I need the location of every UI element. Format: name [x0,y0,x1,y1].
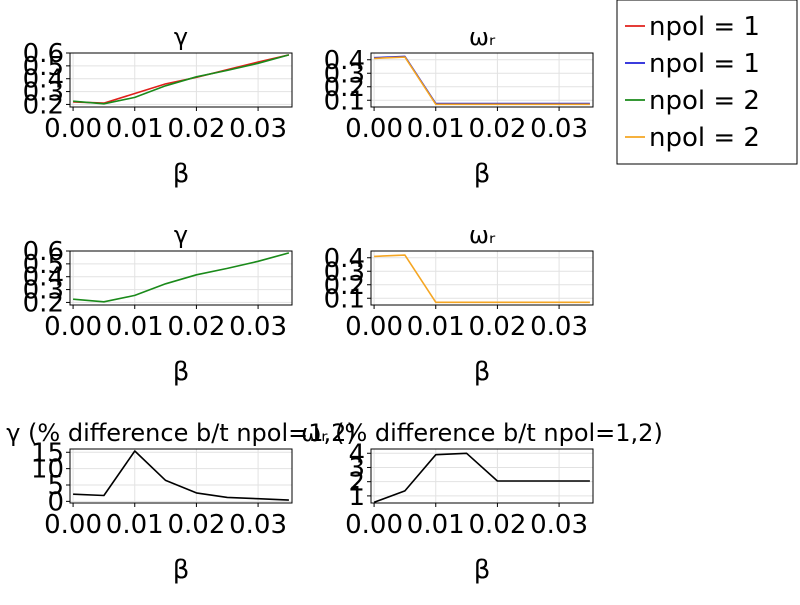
panel-title: ωᵣ [469,23,496,51]
series-line-npol=2-2 [73,54,290,105]
x-tick-label: 0.01 [407,312,465,342]
plot-frame [69,52,293,108]
x-tick-label: 0.02 [468,510,526,540]
x-axis-label: β [474,159,491,189]
y-tick-label: 0.4 [23,263,64,293]
plot-frame [370,52,594,108]
y-tick-label: 1 [348,482,365,512]
legend-label: npol = 2 [649,123,760,153]
plot-frame [69,250,293,306]
series-line-npol=2-1 [73,252,290,303]
y-tick-label: 0.6 [23,39,64,69]
y-tick-label: 4 [348,439,365,469]
chart-panel-1: 0.00 0.01 0.02 0.03 0.20.30.40.50.6 γ β [23,23,293,189]
y-tick-label: 2 [348,468,365,498]
plot-frame [370,448,594,504]
x-tick-label: 0.02 [167,510,225,540]
x-axis-label: β [173,555,190,585]
y-tick-label: 0.4 [324,244,365,274]
x-tick-label: 0.00 [345,114,403,144]
y-tick-label: 0.2 [324,271,365,301]
x-tick-label: 0.03 [530,312,588,342]
series-line-npol=2-2 [374,56,590,106]
y-tick-label: 0.4 [324,46,365,76]
y-tick-label: 15 [31,438,64,468]
y-tick-label: 5 [47,471,64,501]
x-tick-label: 0.01 [106,114,164,144]
y-tick-label: 0.3 [324,59,365,89]
x-axis-label: β [173,159,190,189]
y-tick-label: 0.3 [23,276,64,306]
panel-title: ωᵣ [469,221,496,249]
legend-label: npol = 2 [649,86,760,116]
plot-frame [69,448,293,504]
series-line-npol=2-1 [374,254,590,304]
x-axis-label: β [474,357,491,387]
x-tick-label: 0.03 [229,510,287,540]
chart-panel-4: 0.00 0.01 0.02 0.03 0.10.20.30.4 ωᵣ β [324,221,594,387]
series-line-npol=1-1 [374,55,590,105]
y-tick-label: 0.5 [23,52,64,82]
x-tick-label: 0.02 [468,114,526,144]
x-tick-label: 0.01 [407,510,465,540]
x-axis-label: β [173,357,190,387]
y-tick-label: 0.1 [324,284,365,314]
series-line-1 [373,452,590,504]
legend: npol = 1 npol = 1 npol = 2 npol = 2 [616,0,798,165]
series-line-1 [73,450,289,501]
y-tick-label: 0.3 [324,257,365,287]
x-tick-label: 0.03 [229,312,287,342]
y-tick-label: 10 [31,455,64,485]
x-tick-label: 0.02 [167,114,225,144]
x-tick-label: 0.01 [106,312,164,342]
x-tick-label: 0.00 [345,510,403,540]
x-tick-label: 0.02 [167,312,225,342]
x-tick-label: 0.03 [229,114,287,144]
x-tick-label: 0.01 [407,114,465,144]
panel-title: γ [174,221,188,249]
chart-panel-3: 0.00 0.01 0.02 0.03 0.20.30.40.50.6 γ β [23,221,293,387]
y-tick-label: 0.2 [23,90,64,120]
y-tick-label: 0.5 [23,250,64,280]
chart-panel-2: 0.00 0.01 0.02 0.03 0.10.20.30.4 ωᵣ β [324,23,594,189]
x-axis-label: β [474,555,491,585]
x-tick-label: 0.03 [530,510,588,540]
x-tick-label: 0.00 [44,114,102,144]
legend-label: npol = 1 [649,12,760,42]
y-tick-label: 0.2 [23,288,64,318]
y-tick-label: 0.6 [23,237,64,267]
y-tick-label: 0.1 [324,86,365,116]
x-tick-label: 0.00 [345,312,403,342]
legend-label: npol = 1 [649,49,760,79]
x-tick-label: 0.00 [44,312,102,342]
x-tick-label: 0.03 [530,114,588,144]
x-tick-label: 0.00 [44,510,102,540]
panel-title: γ [174,23,188,51]
y-tick-label: 0.3 [23,78,64,108]
legend-box [616,0,798,165]
y-tick-label: 0.4 [23,65,64,95]
plot-frame [370,250,594,306]
panel-title: γ (% difference b/t npol=1,2) [6,419,356,447]
y-tick-label: 3 [348,453,365,483]
x-tick-label: 0.01 [106,510,164,540]
x-tick-label: 0.02 [468,312,526,342]
y-tick-label: 0 [47,487,64,517]
panel-title: ωᵣ (% difference b/t npol=1,2) [301,419,663,447]
y-tick-label: 0.2 [324,73,365,103]
